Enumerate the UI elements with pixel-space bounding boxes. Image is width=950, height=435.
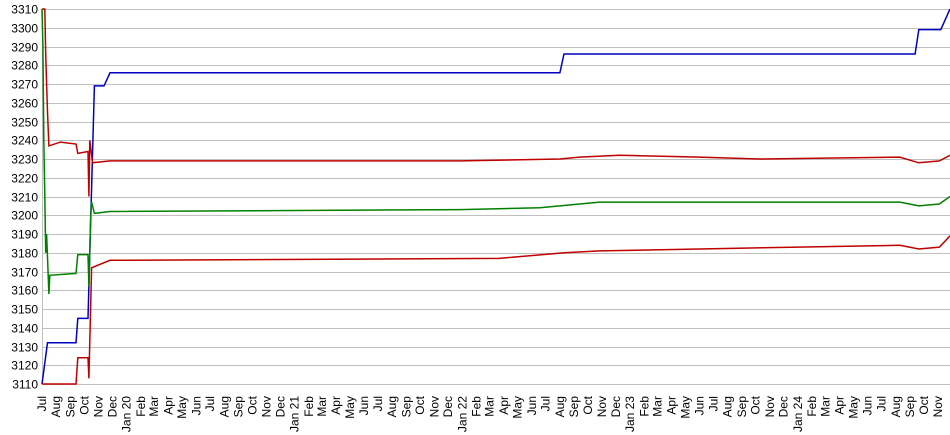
x-tick-label: Jul — [35, 396, 49, 411]
y-tick-label: 3310 — [11, 3, 38, 17]
x-tick-label: Dec — [105, 396, 119, 417]
x-tick-label: Oct — [749, 395, 763, 414]
y-tick-label: 3230 — [11, 153, 38, 167]
x-tick-label: Feb — [470, 396, 484, 417]
y-tick-label: 3280 — [11, 59, 38, 73]
x-tick-label: Nov — [763, 396, 777, 417]
x-tick-label: Aug — [49, 396, 63, 417]
x-tick-label: Sep — [567, 396, 581, 418]
x-tick-label: Apr — [161, 396, 175, 415]
y-tick-label: 3270 — [11, 78, 38, 92]
x-tick-label: Jul — [539, 396, 553, 411]
x-tick-label: Jun — [525, 396, 539, 415]
x-tick-label: Sep — [903, 396, 917, 418]
y-tick-label: 3120 — [11, 359, 38, 373]
x-tick-label: Aug — [385, 396, 399, 417]
x-tick-label: Jul — [875, 396, 889, 411]
x-tick-label: Feb — [302, 396, 316, 417]
x-axis: Jul Aug Sep Oct Nov Dec Jan 20 Feb Mar Apr May Jun J… — [35, 395, 945, 432]
y-tick-label: 3240 — [11, 134, 38, 148]
x-tick-label: Oct — [581, 395, 595, 414]
y-tick-label: 3290 — [11, 41, 38, 55]
x-tick-label: Feb — [805, 396, 819, 417]
x-tick-label: Jun — [357, 396, 371, 415]
x-tick-label: Jan 21 — [288, 396, 302, 432]
x-tick-label: May — [847, 396, 861, 419]
x-tick-label: Feb — [637, 396, 651, 417]
y-tick-label: 3200 — [11, 209, 38, 223]
x-tick-label: Nov — [92, 396, 106, 417]
x-tick-label: Sep — [399, 396, 413, 418]
x-tick-label: May — [343, 396, 357, 419]
x-tick-label: Oct — [413, 395, 427, 414]
x-tick-label: Apr — [665, 396, 679, 415]
y-tick-label: 3190 — [11, 228, 38, 242]
y-axis: 3110 3120 3130 3140 3150 3160 3170 3180 3190 3200… — [11, 3, 43, 392]
x-tick-label: Sep — [64, 396, 78, 418]
x-tick-label: Sep — [232, 396, 246, 418]
x-tick-label: Jul — [371, 396, 385, 411]
x-tick-label: Jul — [706, 396, 720, 411]
x-tick-label: Apr — [833, 396, 847, 415]
gridlines — [42, 9, 950, 385]
y-tick-label: 3300 — [11, 22, 38, 36]
y-tick-label: 3260 — [11, 97, 38, 111]
x-tick-label: May — [175, 396, 189, 419]
x-tick-label: Jan 23 — [623, 396, 637, 432]
x-tick-label: Dec — [777, 396, 791, 417]
x-tick-label: May — [678, 396, 692, 419]
x-tick-label: Aug — [553, 396, 567, 417]
x-tick-label: Dec — [441, 396, 455, 417]
x-tick-label: Feb — [134, 396, 148, 417]
x-tick-label: Jun — [861, 396, 875, 415]
y-tick-label: 3150 — [11, 303, 38, 317]
x-tick-label: Oct — [246, 395, 260, 414]
x-tick-label: Jan 20 — [120, 396, 134, 432]
series-line-1 — [41, 8, 950, 385]
x-tick-label: Oct — [77, 395, 91, 414]
x-tick-label: Dec — [274, 396, 288, 417]
x-tick-label: Mar — [483, 396, 497, 417]
series-line-4 — [42, 235, 950, 385]
x-tick-label: Sep — [735, 396, 749, 418]
y-tick-label: 3250 — [11, 116, 38, 130]
y-tick-label: 3130 — [11, 341, 38, 355]
x-tick-label: Dec — [609, 396, 623, 417]
series-lines — [41, 8, 950, 385]
y-tick-label: 3220 — [11, 172, 38, 186]
x-tick-label: Nov — [595, 396, 609, 417]
x-tick-label: Mar — [650, 396, 664, 417]
y-tick-label: 3170 — [11, 266, 38, 280]
x-tick-label: Jul — [203, 396, 217, 411]
series-line-2 — [42, 8, 950, 197]
x-tick-label: Jun — [693, 396, 707, 415]
x-tick-label: Jun — [189, 396, 203, 415]
x-tick-label: Mar — [315, 396, 329, 417]
x-tick-label: Nov — [427, 396, 441, 417]
x-tick-label: Aug — [217, 396, 231, 417]
series-line-3 — [41, 8, 950, 295]
x-tick-label: Jan 24 — [791, 396, 805, 432]
x-tick-label: Aug — [889, 396, 903, 417]
x-tick-label: Nov — [260, 396, 274, 417]
y-tick-label: 3140 — [11, 322, 38, 336]
x-tick-label: Nov — [931, 396, 945, 417]
x-tick-label: May — [511, 396, 525, 419]
x-tick-label: Mar — [819, 396, 833, 417]
x-tick-label: Jan 22 — [456, 396, 470, 432]
y-tick-label: 3110 — [12, 378, 38, 392]
x-tick-label: Mar — [147, 396, 161, 417]
y-tick-label: 3160 — [11, 284, 38, 298]
x-tick-label: Apr — [497, 396, 511, 415]
x-tick-label: Oct — [917, 395, 931, 414]
x-tick-label: Apr — [329, 396, 343, 415]
x-tick-label: Aug — [721, 396, 735, 417]
y-tick-label: 3210 — [11, 191, 38, 205]
y-tick-label: 3180 — [11, 247, 38, 261]
